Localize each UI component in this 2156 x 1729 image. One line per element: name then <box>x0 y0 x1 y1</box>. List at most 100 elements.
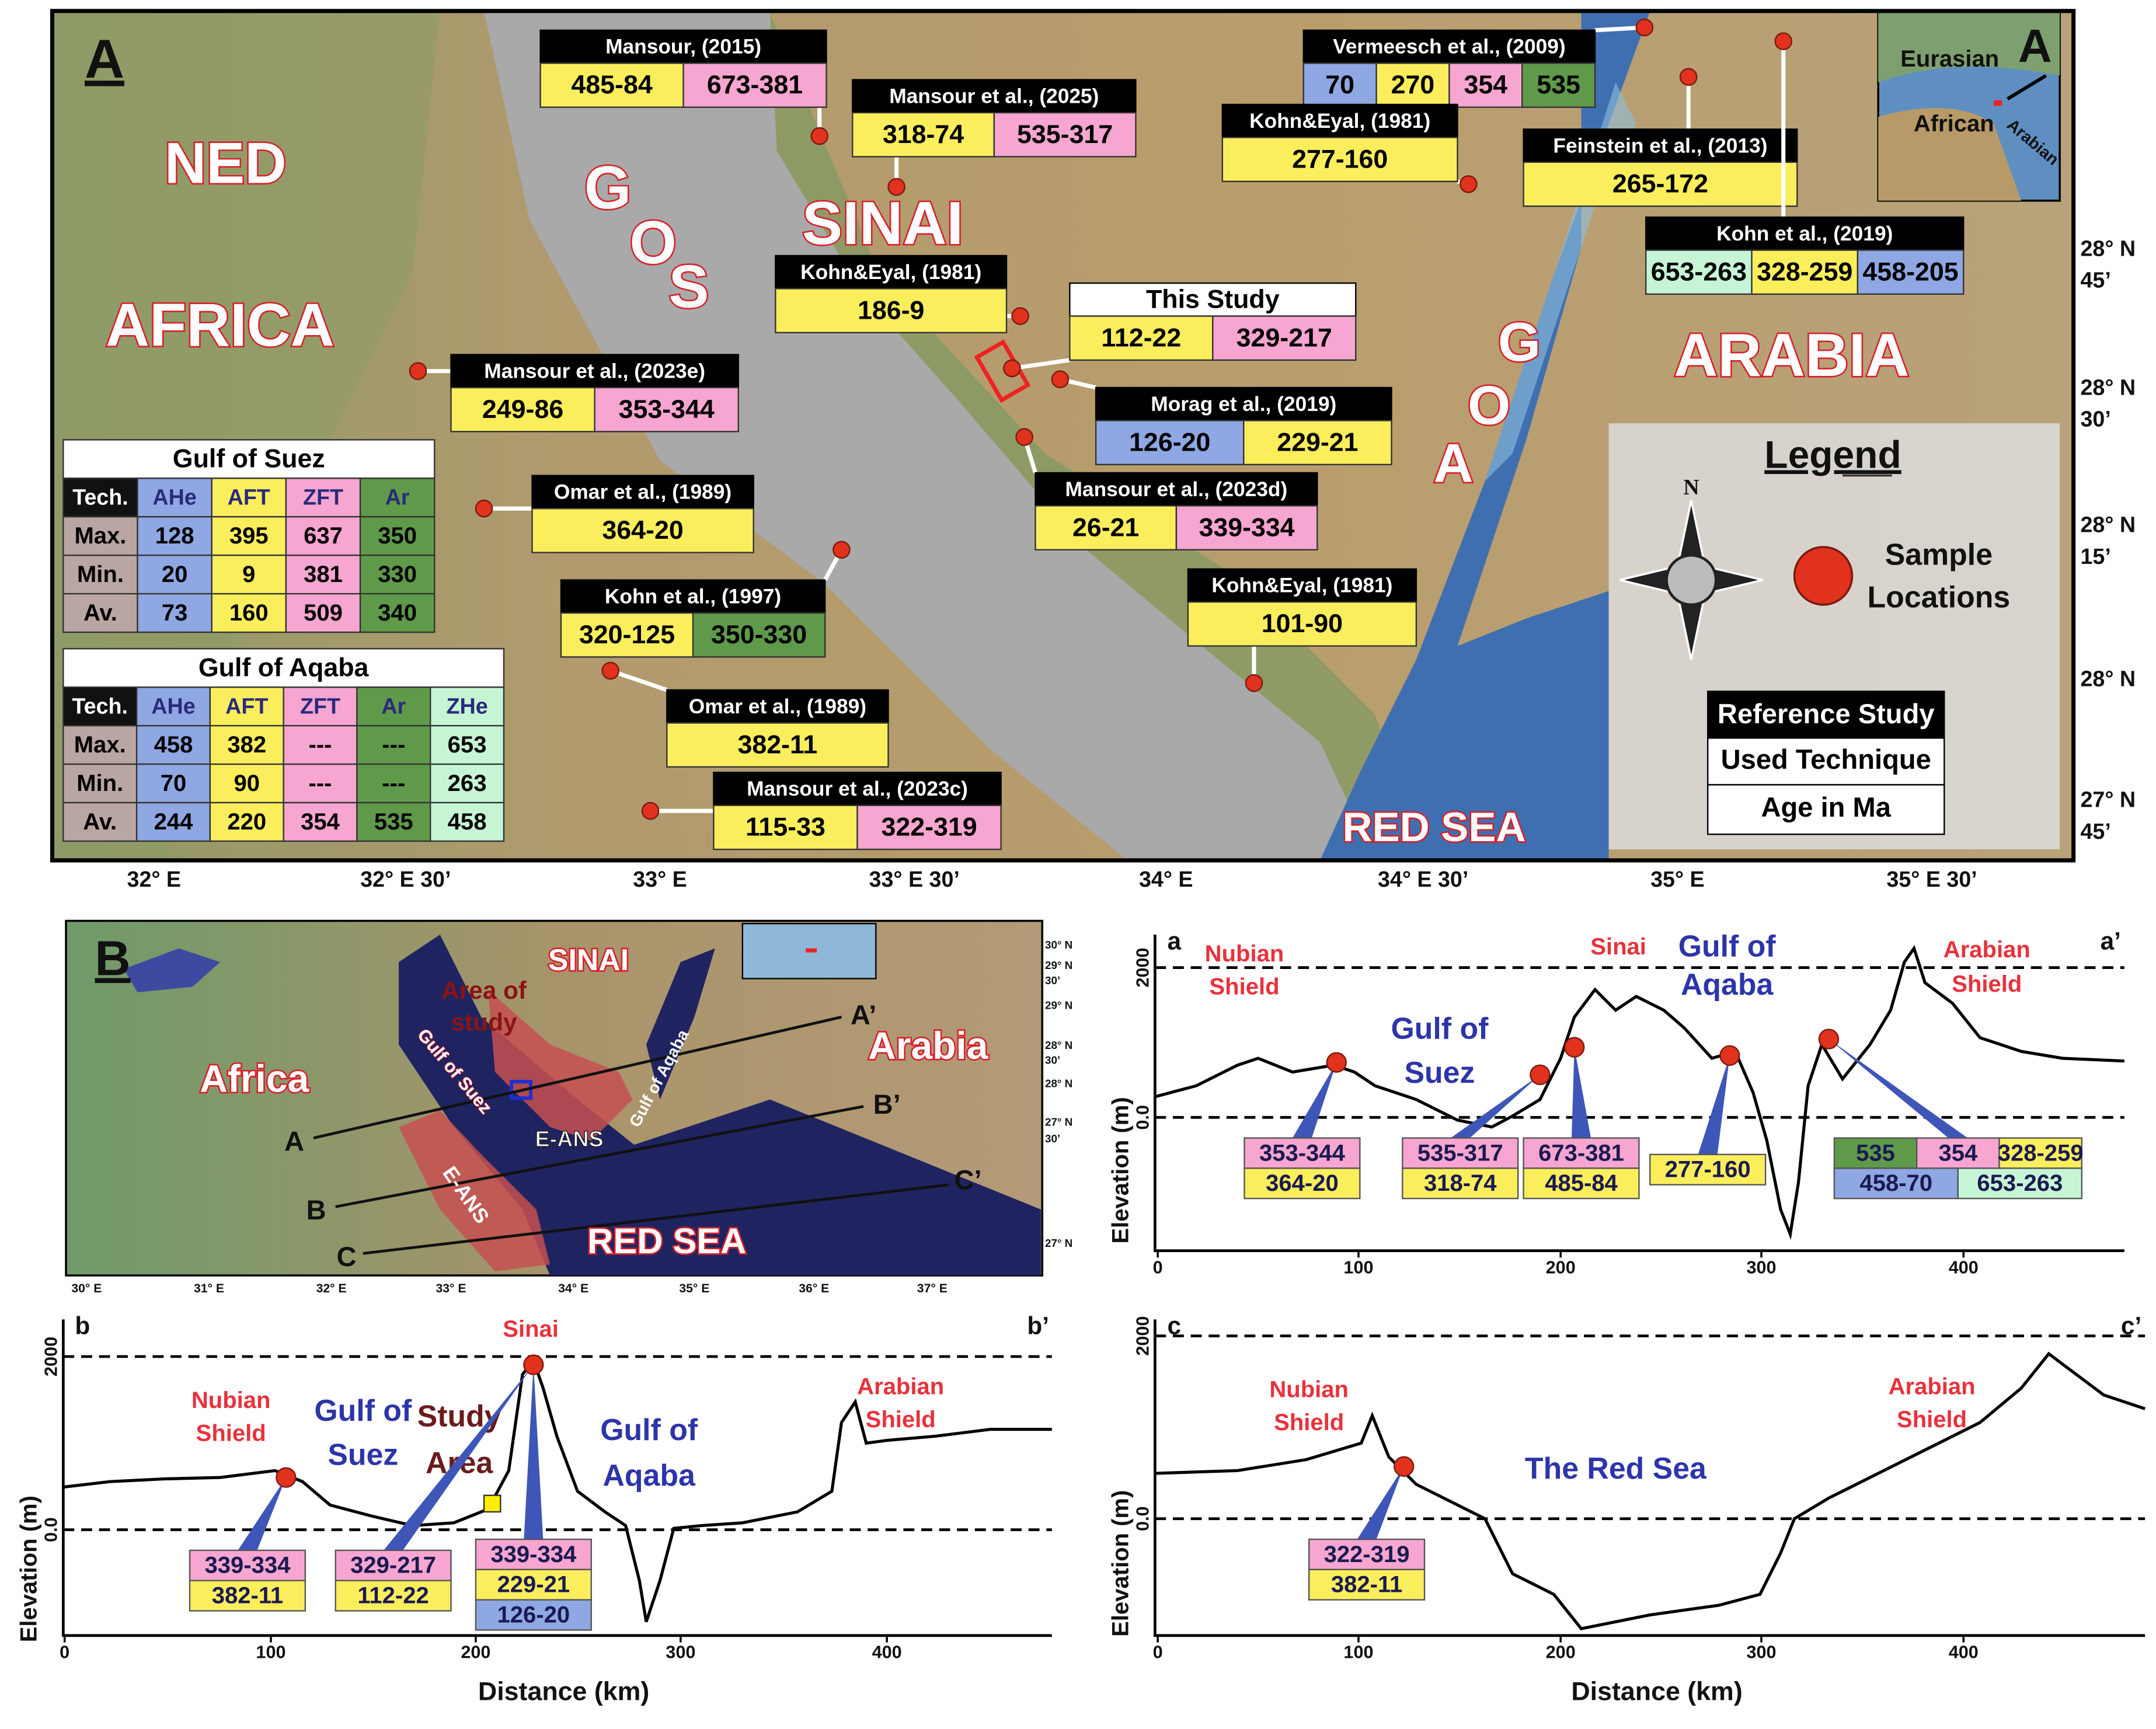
latitude-label: 45’ <box>2080 268 2110 292</box>
table-cell <box>62 725 138 765</box>
age-value: 318-74 <box>883 120 964 149</box>
age-value: 339-334 <box>205 1553 291 1578</box>
sample-dot <box>523 1354 544 1375</box>
reference: Kohn&Eyal, (1981) <box>1249 110 1430 133</box>
age-value: 229-21 <box>1277 427 1358 456</box>
age-cell <box>1916 1137 2000 1169</box>
latitude-label: 29° N <box>1045 959 1072 971</box>
age-value: 115-33 <box>746 813 826 842</box>
table-value: 535 <box>374 809 413 835</box>
table-value: 509 <box>304 600 343 626</box>
table-cell <box>430 725 505 765</box>
north-label: N <box>1683 475 1699 500</box>
section-end: B’ <box>873 1089 901 1120</box>
table-header-cell <box>285 477 361 518</box>
reference: Morag et al., (2019) <box>1151 393 1336 416</box>
reference: Mansour, (2015) <box>605 36 761 58</box>
age-value: 354 <box>1938 1140 1978 1166</box>
callout-header <box>1302 29 1596 64</box>
y-tick-label: 2000 <box>1133 948 1153 988</box>
age-cell <box>1187 601 1417 647</box>
longitude-label: 35° E <box>679 1282 709 1295</box>
table-value: 90 <box>234 771 260 796</box>
map-label: Area of <box>441 977 527 1004</box>
age-value: 112-22 <box>357 1583 429 1609</box>
table-cell <box>283 725 358 765</box>
x-tick-label: 300 <box>666 1643 695 1662</box>
age-value: 485-84 <box>571 70 652 99</box>
table-value: --- <box>382 732 405 758</box>
callout-header <box>775 255 1008 290</box>
age-cell <box>1175 505 1318 550</box>
age-value: 329-217 <box>350 1553 436 1578</box>
y-tick-label: 0.0 <box>1133 1506 1153 1531</box>
section-end: a’ <box>2101 927 2121 954</box>
age-cell <box>1244 1167 1361 1200</box>
x-tick-label: 0 <box>60 1643 69 1662</box>
x-tick-label: 200 <box>461 1643 490 1662</box>
table-value: 263 <box>448 771 487 796</box>
gulf-letter: A <box>1433 432 1473 493</box>
leader-line <box>1011 358 1070 371</box>
table-header-cell <box>430 686 505 727</box>
annotation: Shield <box>866 1407 936 1432</box>
age-value: 364-20 <box>602 515 683 545</box>
x-tick-label: 200 <box>1546 1643 1576 1662</box>
map-label: Arabia <box>868 1024 989 1067</box>
age-cell <box>682 62 827 108</box>
age-cell <box>1308 1538 1426 1571</box>
sample-dot <box>1245 674 1263 692</box>
table-header: Ar <box>385 485 410 510</box>
age-value: 328-259 <box>1757 257 1852 286</box>
sample-dot <box>641 801 660 820</box>
age-cell <box>335 1580 452 1612</box>
gulf-letter: G <box>584 154 632 221</box>
section-end: c’ <box>2121 1312 2141 1340</box>
latitude-label: 28° N <box>2080 666 2136 691</box>
plate-label: Eurasian <box>1900 46 1999 72</box>
sample-dot <box>1051 370 1070 389</box>
table-value: Min. <box>76 771 123 796</box>
age-value: 353-344 <box>619 395 715 424</box>
annotation: Nubian <box>1269 1376 1349 1402</box>
sample-dot <box>1818 1029 1840 1050</box>
age-cell <box>1523 1167 1640 1200</box>
y-tick-label: 2000 <box>41 1337 61 1376</box>
table-cell <box>356 725 431 765</box>
longitude-label: 32° E 30’ <box>360 867 451 891</box>
age-cell <box>1857 249 1965 295</box>
age-cell <box>1645 249 1753 295</box>
legend-title: Legend <box>1764 433 1901 476</box>
callout-header <box>1035 472 1318 507</box>
longitude-label: 32° E <box>127 867 182 891</box>
table-title-bg <box>62 439 436 479</box>
table-cell <box>430 801 505 842</box>
latitude-label: 15’ <box>2080 544 2110 569</box>
callout-header <box>666 689 889 724</box>
sample-dot <box>1635 18 1654 37</box>
age-value: 339-334 <box>1199 513 1295 542</box>
sample-dot <box>1774 32 1793 50</box>
table-value: 340 <box>378 600 417 626</box>
age-value: 653-263 <box>1977 1170 2063 1196</box>
sample-dot <box>475 499 493 518</box>
annotation: Shield <box>196 1421 266 1446</box>
annotation: Sinai <box>503 1316 559 1342</box>
table-header: ZHe <box>446 694 487 719</box>
table-value: 458 <box>448 809 487 835</box>
latitude-label: 30’ <box>1045 974 1060 986</box>
table-title: Gulf of Suez <box>173 444 325 473</box>
x-axis-label: Distance (km) <box>1571 1677 1742 1706</box>
table-header: AFT <box>228 485 270 510</box>
reference: Omar et al., (1989) <box>689 695 866 718</box>
reference: Vermeesch et al., (2009) <box>1333 36 1566 58</box>
pointer <box>524 1365 544 1540</box>
table-header-cell <box>62 686 138 727</box>
table-value: Av. <box>83 809 117 835</box>
age-cell <box>1523 161 1798 207</box>
age-value: 364-20 <box>1266 1170 1339 1196</box>
age-cell <box>1751 249 1859 295</box>
latitude-label: 28° N <box>1045 1078 1072 1090</box>
